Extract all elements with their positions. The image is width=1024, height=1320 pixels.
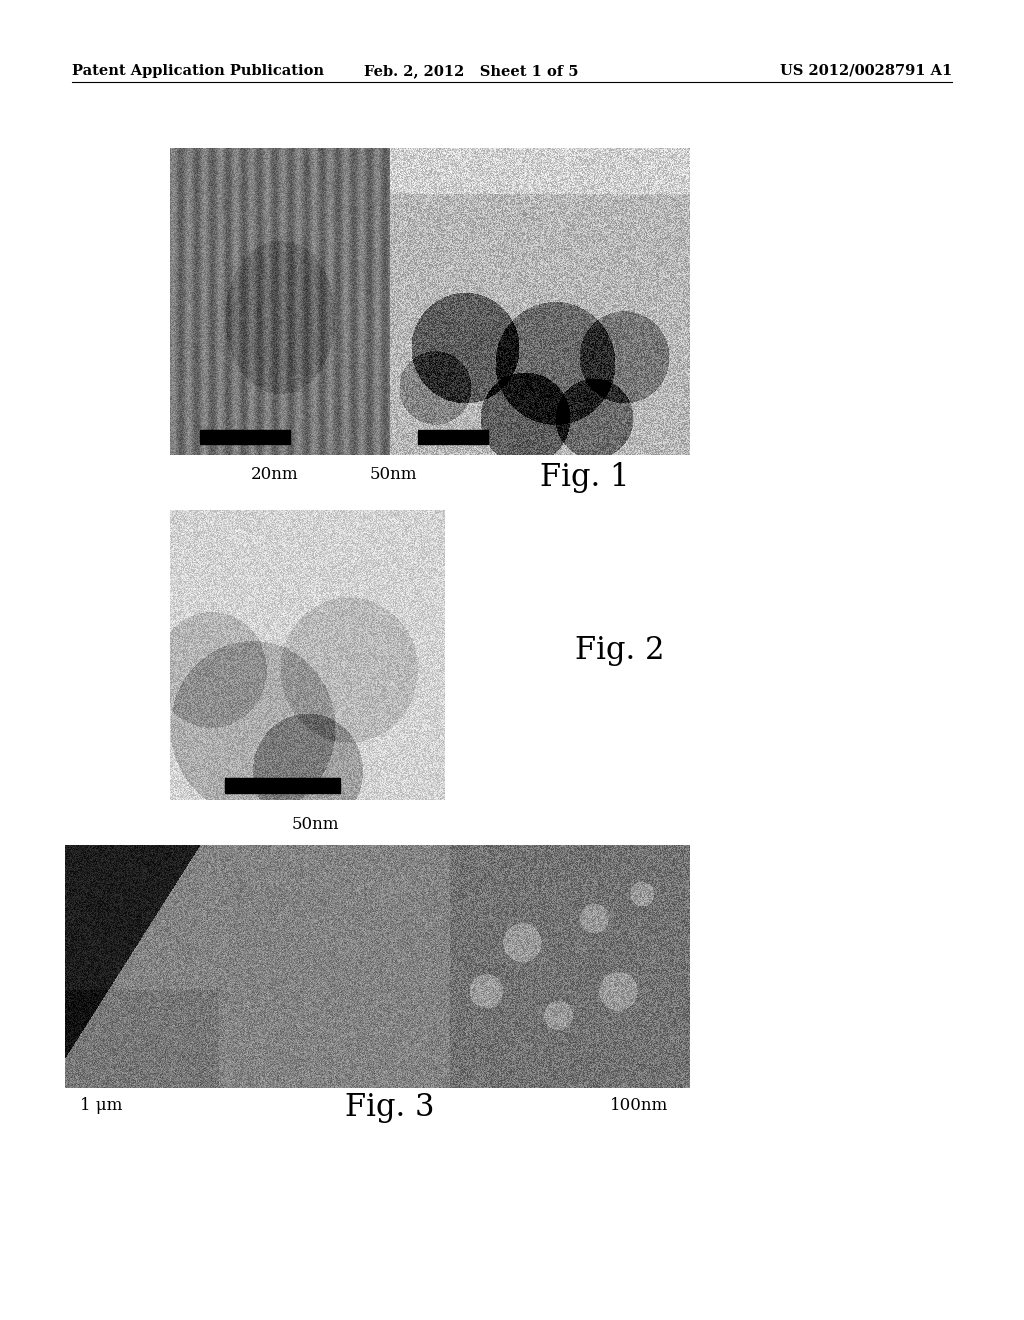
Bar bbox=[225, 777, 340, 793]
Text: Patent Application Publication: Patent Application Publication bbox=[72, 63, 324, 78]
Text: 1 μm: 1 μm bbox=[80, 1097, 123, 1114]
Text: Fig. 3: Fig. 3 bbox=[345, 1092, 435, 1123]
Text: Fig. 1: Fig. 1 bbox=[540, 462, 630, 492]
Text: US 2012/0028791 A1: US 2012/0028791 A1 bbox=[779, 63, 952, 78]
Text: 100nm: 100nm bbox=[609, 1097, 668, 1114]
Text: 50nm: 50nm bbox=[291, 816, 339, 833]
Bar bbox=[418, 430, 488, 444]
Text: Fig. 2: Fig. 2 bbox=[575, 635, 665, 665]
Text: Feb. 2, 2012   Sheet 1 of 5: Feb. 2, 2012 Sheet 1 of 5 bbox=[364, 63, 579, 78]
Text: 50nm: 50nm bbox=[370, 466, 417, 483]
Bar bbox=[200, 430, 290, 444]
Text: 20nm: 20nm bbox=[251, 466, 299, 483]
